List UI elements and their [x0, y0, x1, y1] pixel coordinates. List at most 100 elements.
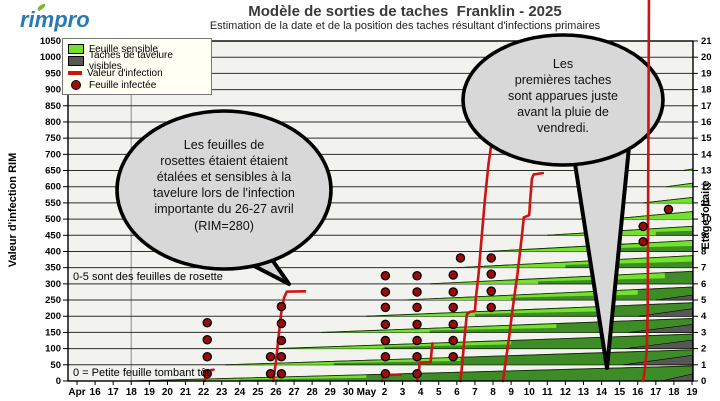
svg-text:20: 20 — [701, 52, 712, 63]
svg-text:650: 650 — [45, 166, 61, 177]
page-subtitle: Estimation de la date et de la position … — [209, 20, 601, 32]
svg-text:26: 26 — [270, 387, 282, 398]
svg-text:11: 11 — [701, 198, 712, 209]
svg-text:400: 400 — [45, 246, 61, 257]
svg-text:8: 8 — [701, 246, 706, 257]
legend-label: Feuille sensible — [89, 43, 158, 55]
svg-text:150: 150 — [45, 327, 61, 338]
legend-label: Feuille infectée — [89, 79, 157, 91]
svg-text:14: 14 — [701, 149, 712, 160]
svg-text:6: 6 — [454, 387, 460, 398]
svg-text:7: 7 — [701, 263, 706, 274]
svg-text:350: 350 — [45, 263, 61, 274]
svg-text:950: 950 — [45, 68, 61, 79]
rimpro-logo: rimpro — [20, 7, 90, 32]
svg-text:16: 16 — [90, 387, 102, 398]
svg-text:30: 30 — [343, 387, 355, 398]
svg-text:0: 0 — [56, 376, 61, 387]
svg-text:850: 850 — [45, 101, 61, 112]
chart-legend: Feuille sensible Taches de tavelure visi… — [62, 38, 212, 95]
svg-text:300: 300 — [45, 279, 61, 290]
svg-text:17: 17 — [650, 387, 662, 398]
svg-text:25: 25 — [252, 387, 264, 398]
svg-text:16: 16 — [701, 117, 712, 128]
svg-text:200: 200 — [45, 311, 61, 322]
legend-item-feuille-sensible: Feuille sensible — [68, 43, 206, 55]
svg-text:2: 2 — [382, 387, 388, 398]
svg-text:17: 17 — [108, 387, 120, 398]
svg-text:13: 13 — [578, 387, 590, 398]
svg-text:8: 8 — [490, 387, 496, 398]
svg-text:5: 5 — [436, 387, 442, 398]
svg-text:3: 3 — [400, 387, 406, 398]
svg-text:2: 2 — [701, 344, 706, 355]
svg-text:23: 23 — [216, 387, 228, 398]
svg-text:11: 11 — [542, 387, 553, 398]
svg-text:450: 450 — [45, 230, 61, 241]
svg-text:18: 18 — [126, 387, 138, 398]
speech-bubble-rosette-infection: Les feuilles de rosettes étaient étaient… — [153, 138, 295, 233]
svg-text:4: 4 — [701, 311, 707, 322]
svg-text:6: 6 — [701, 279, 706, 290]
sensitive-leaf-swatch-icon — [68, 44, 84, 54]
svg-text:Apr: Apr — [68, 387, 85, 398]
svg-text:15: 15 — [701, 133, 712, 144]
svg-text:100: 100 — [45, 344, 61, 355]
svg-text:1000: 1000 — [40, 52, 61, 63]
svg-text:27: 27 — [288, 387, 300, 398]
svg-text:16: 16 — [632, 387, 644, 398]
svg-text:10: 10 — [524, 387, 536, 398]
svg-text:5: 5 — [701, 295, 707, 306]
svg-text:21: 21 — [701, 36, 712, 47]
svg-text:800: 800 — [45, 117, 61, 128]
svg-text:4: 4 — [418, 387, 424, 398]
svg-text:22: 22 — [198, 387, 210, 398]
svg-text:3: 3 — [701, 327, 706, 338]
svg-text:28: 28 — [307, 387, 319, 398]
svg-text:50: 50 — [50, 360, 61, 371]
svg-text:May: May — [357, 387, 377, 398]
svg-text:19: 19 — [144, 387, 156, 398]
svg-text:19: 19 — [701, 68, 712, 79]
legend-item-taches-visibles: Taches de tavelure visibles — [68, 50, 206, 72]
svg-text:12: 12 — [560, 387, 572, 398]
svg-text:700: 700 — [45, 149, 61, 160]
visible-scab-swatch-icon — [68, 56, 84, 66]
svg-text:9: 9 — [508, 387, 514, 398]
svg-text:17: 17 — [701, 101, 712, 112]
svg-text:0: 0 — [701, 376, 706, 387]
svg-text:10: 10 — [701, 214, 712, 225]
svg-text:18: 18 — [668, 387, 680, 398]
svg-text:21: 21 — [180, 387, 192, 398]
svg-text:500: 500 — [45, 214, 61, 225]
legend-item-feuille-infectee: Feuille infectée — [68, 79, 206, 91]
svg-text:12: 12 — [701, 182, 712, 193]
svg-text:250: 250 — [45, 295, 61, 306]
svg-text:13: 13 — [701, 166, 712, 177]
svg-text:1050: 1050 — [40, 36, 61, 47]
svg-text:7: 7 — [472, 387, 478, 398]
svg-text:750: 750 — [45, 133, 61, 144]
speech-bubble-first-spots: Les premières taches sont apparues juste… — [508, 57, 618, 136]
svg-text:600: 600 — [45, 182, 61, 193]
legend-label: Valeur d'infection — [87, 67, 163, 79]
svg-text:29: 29 — [325, 387, 337, 398]
infected-leaf-dot-swatch-icon — [71, 80, 81, 90]
svg-text:9: 9 — [701, 230, 706, 241]
legend-label: Taches de tavelure visibles — [89, 50, 173, 72]
small-leaf-note: 0 = Petite feuille tombant tôt — [73, 367, 210, 379]
rosette-leaves-note: 0-5 sont des feuilles de rosette — [73, 271, 223, 283]
svg-text:550: 550 — [45, 198, 61, 209]
left-axis-label: Valeur d'infection RIM — [7, 152, 19, 268]
svg-text:20: 20 — [162, 387, 174, 398]
svg-text:15: 15 — [614, 387, 626, 398]
svg-text:19: 19 — [686, 387, 698, 398]
svg-text:900: 900 — [45, 85, 61, 96]
svg-text:1: 1 — [701, 360, 707, 371]
svg-text:24: 24 — [234, 387, 246, 398]
svg-text:14: 14 — [596, 387, 608, 398]
svg-text:18: 18 — [701, 85, 712, 96]
right-axis-label: Etage foliaire — [700, 180, 712, 250]
